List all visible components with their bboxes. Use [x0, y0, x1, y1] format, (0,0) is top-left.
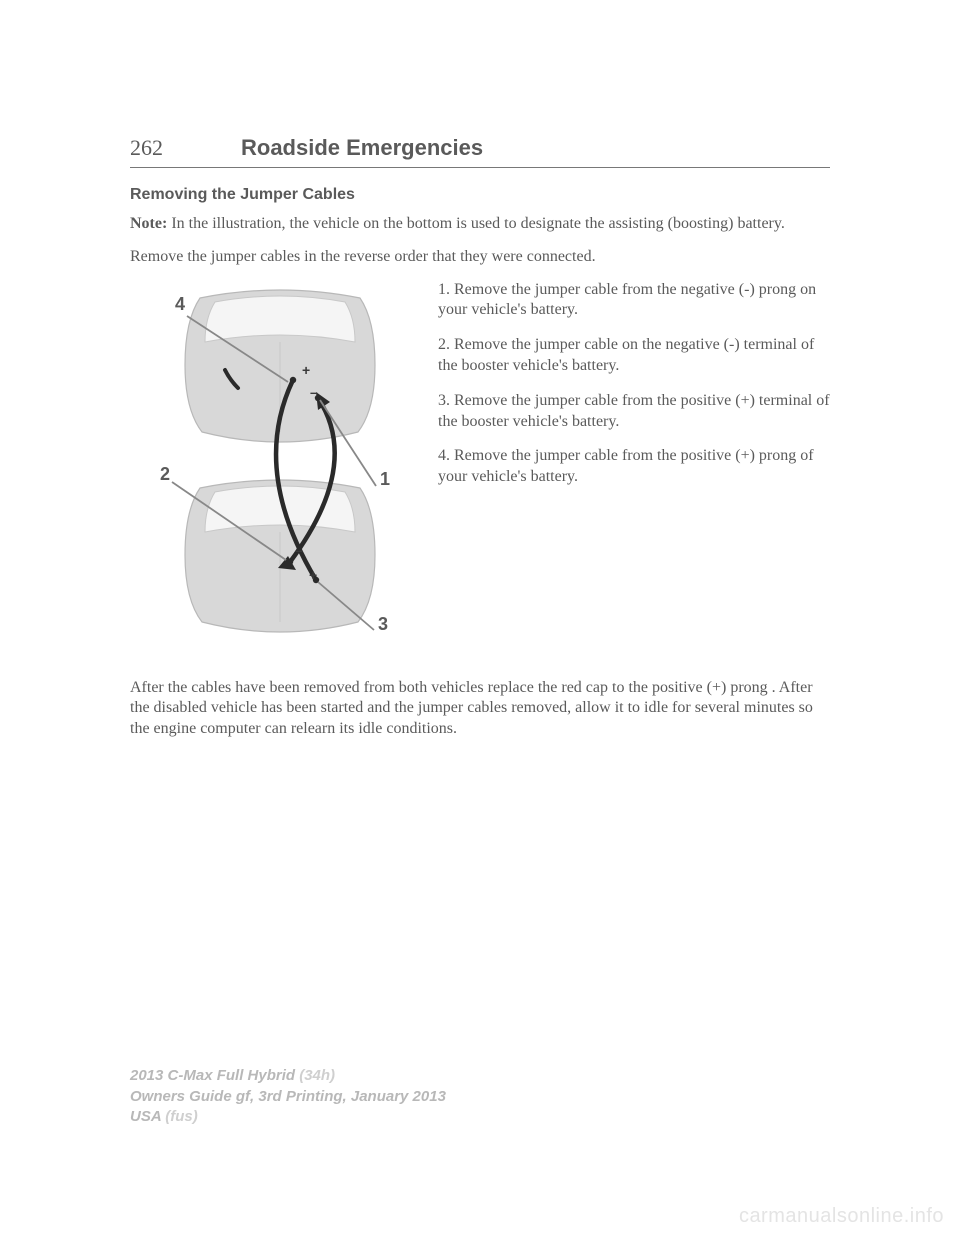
- footer-model: 2013 C-Max Full Hybrid: [130, 1067, 299, 1084]
- note-text: In the illustration, the vehicle on the …: [167, 215, 785, 232]
- closing-paragraph: After the cables have been removed from …: [130, 678, 830, 740]
- note-label: Note:: [130, 215, 167, 232]
- footer-line-3: USA (fus): [130, 1107, 446, 1127]
- step-1: 1. Remove the jumper cable from the nega…: [438, 280, 830, 322]
- step-2: 2. Remove the jumper cable on the negati…: [438, 335, 830, 377]
- step-3: 3. Remove the jumper cable from the posi…: [438, 391, 830, 433]
- footer-line-1: 2013 C-Max Full Hybrid (34h): [130, 1066, 446, 1086]
- footer: 2013 C-Max Full Hybrid (34h) Owners Guid…: [130, 1066, 446, 1127]
- section-title: Roadside Emergencies: [241, 135, 483, 161]
- label-3: 3: [378, 614, 388, 634]
- label-4: 4: [175, 294, 185, 314]
- steps-column: 1. Remove the jumper cable from the nega…: [438, 280, 830, 502]
- page-header: 262 Roadside Emergencies: [130, 135, 830, 168]
- step-4: 4. Remove the jumper cable from the posi…: [438, 446, 830, 488]
- footer-line-2: Owners Guide gf, 3rd Printing, January 2…: [130, 1087, 446, 1107]
- intro-paragraph: Remove the jumper cables in the reverse …: [130, 247, 830, 268]
- subheading: Removing the Jumper Cables: [130, 186, 830, 204]
- label-1: 1: [380, 469, 390, 489]
- footer-region: USA: [130, 1108, 165, 1125]
- bot-plus-symbol: +: [309, 567, 317, 583]
- watermark: carmanualsonline.info: [739, 1205, 944, 1228]
- bot-minus-symbol: –: [295, 542, 303, 558]
- note-paragraph: Note: In the illustration, the vehicle o…: [130, 214, 830, 235]
- jumper-cable-diagram: + – – + 4 2 1 3: [130, 280, 420, 660]
- figure-row: + – – + 4 2 1 3 1. Remove the jumper cab…: [130, 280, 830, 660]
- top-plus-symbol: +: [302, 362, 310, 378]
- page-number: 262: [130, 135, 163, 161]
- footer-code-1: (34h): [299, 1067, 335, 1084]
- footer-code-2: (fus): [165, 1108, 198, 1125]
- top-minus-symbol: –: [310, 384, 318, 400]
- label-2: 2: [160, 464, 170, 484]
